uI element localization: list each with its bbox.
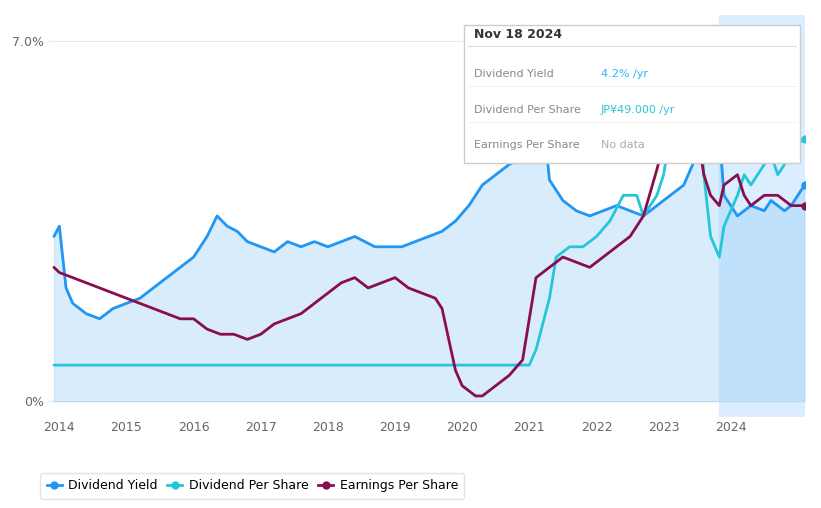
Text: No data: No data [601,140,644,150]
Text: 4.2% /yr: 4.2% /yr [601,69,648,79]
Text: Dividend Per Share: Dividend Per Share [474,105,580,115]
Text: Past: Past [725,29,751,42]
Text: Dividend Yield: Dividend Yield [474,69,553,79]
Text: Earnings Per Share: Earnings Per Share [474,140,580,150]
Legend: Dividend Yield, Dividend Per Share, Earnings Per Share: Dividend Yield, Dividend Per Share, Earn… [40,473,465,498]
Bar [719,15,805,417]
Text: JP¥49.000 /yr: JP¥49.000 /yr [601,105,676,115]
Text: Nov 18 2024: Nov 18 2024 [474,28,562,41]
